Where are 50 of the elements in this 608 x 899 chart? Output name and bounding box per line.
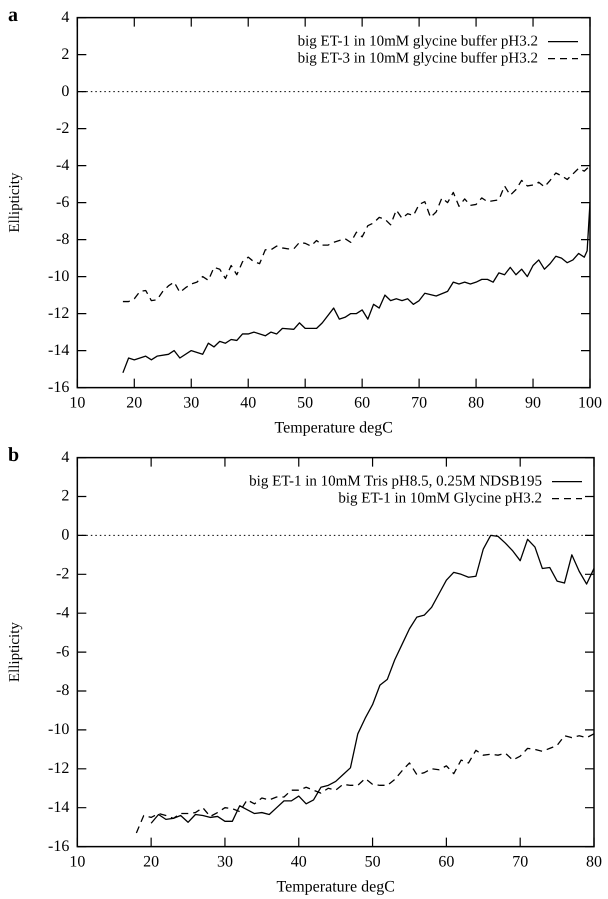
legend-label: big ET-1 in 10mM glycine buffer pH3.2 [298,34,538,50]
y-tick-label: -14 [48,342,70,359]
x-tick-label: 90 [525,394,542,412]
x-tick-label: 30 [183,394,200,412]
x-tick-label: 20 [143,853,160,870]
y-axis-title: Ellipticity [6,622,23,682]
y-tick-label: -12 [48,760,70,778]
x-tick-label: 50 [364,853,381,870]
y-tick-label: -6 [56,643,70,660]
x-tick-label: 80 [468,394,484,412]
x-tick-label: 10 [69,394,86,412]
chart-title: b [8,444,20,466]
x-tick-label: 30 [216,853,233,870]
x-tick-label: 70 [512,853,528,870]
x-tick-label: 10 [69,853,86,870]
legend-label: big ET-1 in 10mM Glycine pH3.2 [338,490,542,507]
x-tick-label: 60 [354,394,370,412]
x-axis-title: Temperature degC [276,878,395,896]
y-tick-label: 0 [61,526,70,544]
y-tick-label: -16 [48,378,70,396]
y-tick-label: 2 [61,488,70,505]
y-tick-label: -2 [56,120,70,137]
x-axis-title: Temperature degC [274,420,393,437]
x-tick-label: 50 [297,394,314,412]
y-tick-label: 4 [61,448,70,466]
y-tick-label: -8 [56,682,70,700]
x-tick-label: 40 [240,394,256,412]
y-tick-label: 4 [61,8,70,26]
y-tick-label: -4 [56,156,70,174]
legend-label: big ET-3 in 10mM glycine buffer pH3.2 [298,50,538,67]
x-tick-label: 70 [411,394,428,412]
y-tick-label: -10 [48,721,70,738]
y-tick-label: -12 [48,304,70,322]
y-tick-label: -8 [56,230,70,248]
x-tick-label: 100 [578,394,602,412]
y-tick-label: -6 [56,194,70,211]
x-tick-label: 80 [586,853,602,870]
x-tick-label: 20 [126,394,142,412]
y-tick-label: -16 [48,838,70,855]
y-axis-title: Ellipticity [6,172,23,233]
y-tick-label: -10 [48,268,70,285]
y-tick-label: -4 [56,604,70,622]
y-tick-label: -2 [56,566,70,583]
x-tick-label: 40 [290,853,307,870]
y-tick-label: -14 [48,798,70,816]
legend-label: big ET-1 in 10mM Tris pH8.5, 0.25M NDSB195 [249,474,542,490]
y-tick-label: 2 [61,46,70,63]
chart-title: a [8,4,18,26]
x-tick-label: 60 [438,853,454,870]
y-tick-label: 0 [61,82,70,100]
